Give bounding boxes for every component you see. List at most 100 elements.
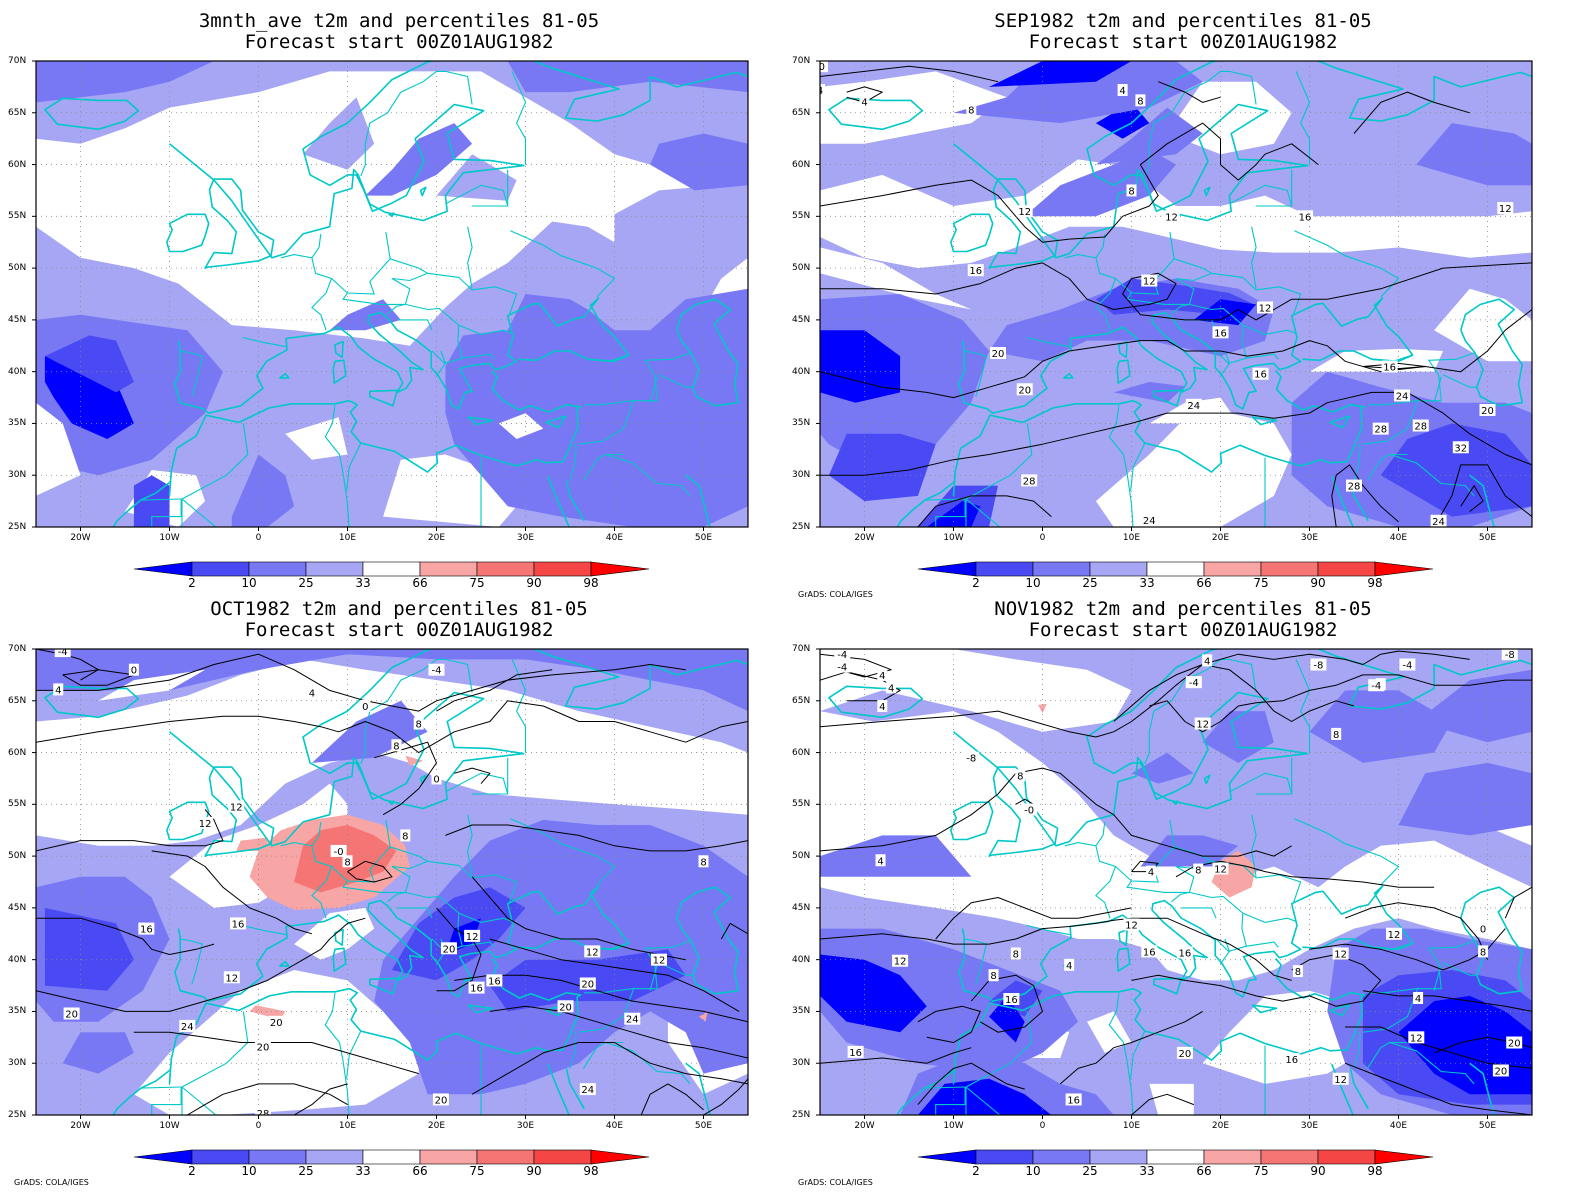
temperature-contour — [1344, 1062, 1532, 1115]
colorbar-segment-blue-33 — [1089, 1149, 1148, 1165]
temperature-contour — [1131, 860, 1159, 873]
contour-label: 4 — [879, 671, 885, 682]
contour-label-bg — [847, 1045, 864, 1058]
percentile-region-blue-2 — [926, 501, 981, 527]
country-border — [510, 230, 616, 298]
contour-label-bg — [179, 1019, 196, 1032]
contour-label-bg — [1368, 679, 1385, 692]
contour-label: 20 — [443, 944, 456, 955]
contour-label-bg — [651, 953, 667, 966]
contour-label-bg — [197, 816, 214, 829]
percentile-region-blue-10 — [133, 475, 170, 527]
country-border — [1171, 891, 1190, 903]
contour-label-bg — [360, 699, 371, 712]
country-border — [649, 376, 658, 403]
colorbar-label: 90 — [526, 1164, 542, 1178]
contour-label-bg — [579, 1083, 596, 1096]
contour-label: 12 — [1388, 930, 1401, 941]
contour-label: 24 — [1143, 516, 1156, 527]
contour-label-bg — [1163, 210, 1180, 223]
contour-label: 12 — [1196, 720, 1209, 731]
temperature-contour — [36, 700, 748, 754]
colorbar-label: 33 — [1139, 1164, 1155, 1178]
contour-label-bg — [1478, 922, 1489, 935]
contour-label-bg — [859, 95, 870, 108]
colorbar-label: 33 — [355, 1164, 371, 1178]
country-border — [1189, 891, 1247, 953]
panel-title: NOV1982 t2m and percentiles 81-05 — [994, 598, 1372, 620]
contour-label: 16 — [1067, 1095, 1080, 1106]
contour-label: 12 — [1214, 865, 1227, 876]
contour-label: 12 — [466, 932, 479, 943]
coastline — [1460, 298, 1523, 407]
panel-subtitle: Forecast start 00Z01AUG1982 — [1028, 31, 1338, 53]
map-panel-oct1982: -4 0 4 -4 0 4 8 8 0 8 -0 12 12 8 8 16 16 12 12 12 20 12 16 16 20… — [0, 588, 798, 1187]
lat-tick-label: 30N — [8, 1058, 27, 1069]
lat-tick-label: 30N — [8, 470, 27, 481]
percentile-region-blue-25 — [650, 133, 748, 191]
country-border — [658, 374, 693, 388]
lat-tick-label: 55N — [8, 799, 27, 810]
percentile-region-blue-25 — [1095, 107, 1203, 165]
contour-label-bg — [579, 977, 596, 990]
country-border — [1220, 350, 1231, 377]
contour-label: 4 — [1119, 86, 1125, 97]
contour-label-bg — [1021, 474, 1038, 487]
colorbar — [133, 1149, 650, 1165]
contour-label: 20 — [65, 1010, 78, 1021]
lon-tick-label: 20W — [70, 533, 91, 543]
country-border — [458, 324, 513, 335]
temperature-contour — [1504, 886, 1532, 919]
colorbar-label: 98 — [583, 576, 599, 590]
colorbar-arrow-low — [917, 561, 977, 577]
contour-label: 24 — [1396, 391, 1409, 402]
contour-label: -8 — [1313, 661, 1323, 672]
temperature-contour — [436, 669, 553, 712]
contour-label-bg — [1010, 947, 1021, 960]
island-coastline — [166, 213, 210, 253]
country-border — [1366, 1041, 1408, 1069]
contour-label: 12 — [1259, 303, 1272, 314]
country-border — [180, 350, 204, 397]
country-border — [311, 233, 322, 259]
colorbar-arrow-high — [590, 1149, 650, 1165]
temperature-contour — [1460, 485, 1484, 512]
contour-label-bg — [464, 929, 481, 942]
contour-label-bg — [584, 945, 601, 958]
island-coastline — [369, 389, 399, 407]
coastline — [775, 310, 784, 334]
country-border — [342, 860, 518, 903]
country-border — [649, 964, 658, 991]
colorbar-arrow-low — [133, 1149, 193, 1165]
contour-label-bg — [877, 668, 888, 681]
contour-label: -8 — [1505, 650, 1515, 661]
contour-label: 20 — [992, 349, 1005, 360]
coastline — [1331, 475, 1354, 527]
percentile-region-blue-25 — [231, 454, 295, 527]
colorbar-segment-red-66 — [419, 561, 478, 577]
lat-tick-label: 65N — [792, 695, 811, 706]
colorbar-label: 25 — [298, 1164, 314, 1178]
grads-credit-label: GrADS: COLA/IGES — [798, 1178, 873, 1187]
percentile-region-blue-25 — [1398, 762, 1532, 836]
lon-tick-label: 0 — [1039, 533, 1046, 543]
contour-label-bg — [624, 1012, 641, 1025]
contour-label: 20 — [1018, 385, 1031, 396]
contour-label-bg — [1283, 1053, 1300, 1066]
coastline — [958, 885, 1414, 1002]
temperature-contour — [1059, 1010, 1203, 1085]
percentile-region-blue-2 — [1095, 102, 1150, 139]
contour-label: 8 — [1195, 866, 1201, 877]
percentile-region-white — [1095, 413, 1292, 527]
temperature-contour — [640, 1083, 704, 1115]
country-border — [511, 71, 527, 165]
contour-label-bg — [1497, 202, 1514, 215]
lon-tick-label: 10E — [1122, 1121, 1141, 1131]
contour-label: -0 — [815, 62, 825, 73]
percentile-region-white — [820, 649, 1132, 732]
country-border — [510, 818, 616, 886]
contour-label: 20 — [1481, 406, 1494, 417]
colorbar-label: 66 — [412, 1164, 428, 1178]
country-border — [331, 231, 391, 295]
